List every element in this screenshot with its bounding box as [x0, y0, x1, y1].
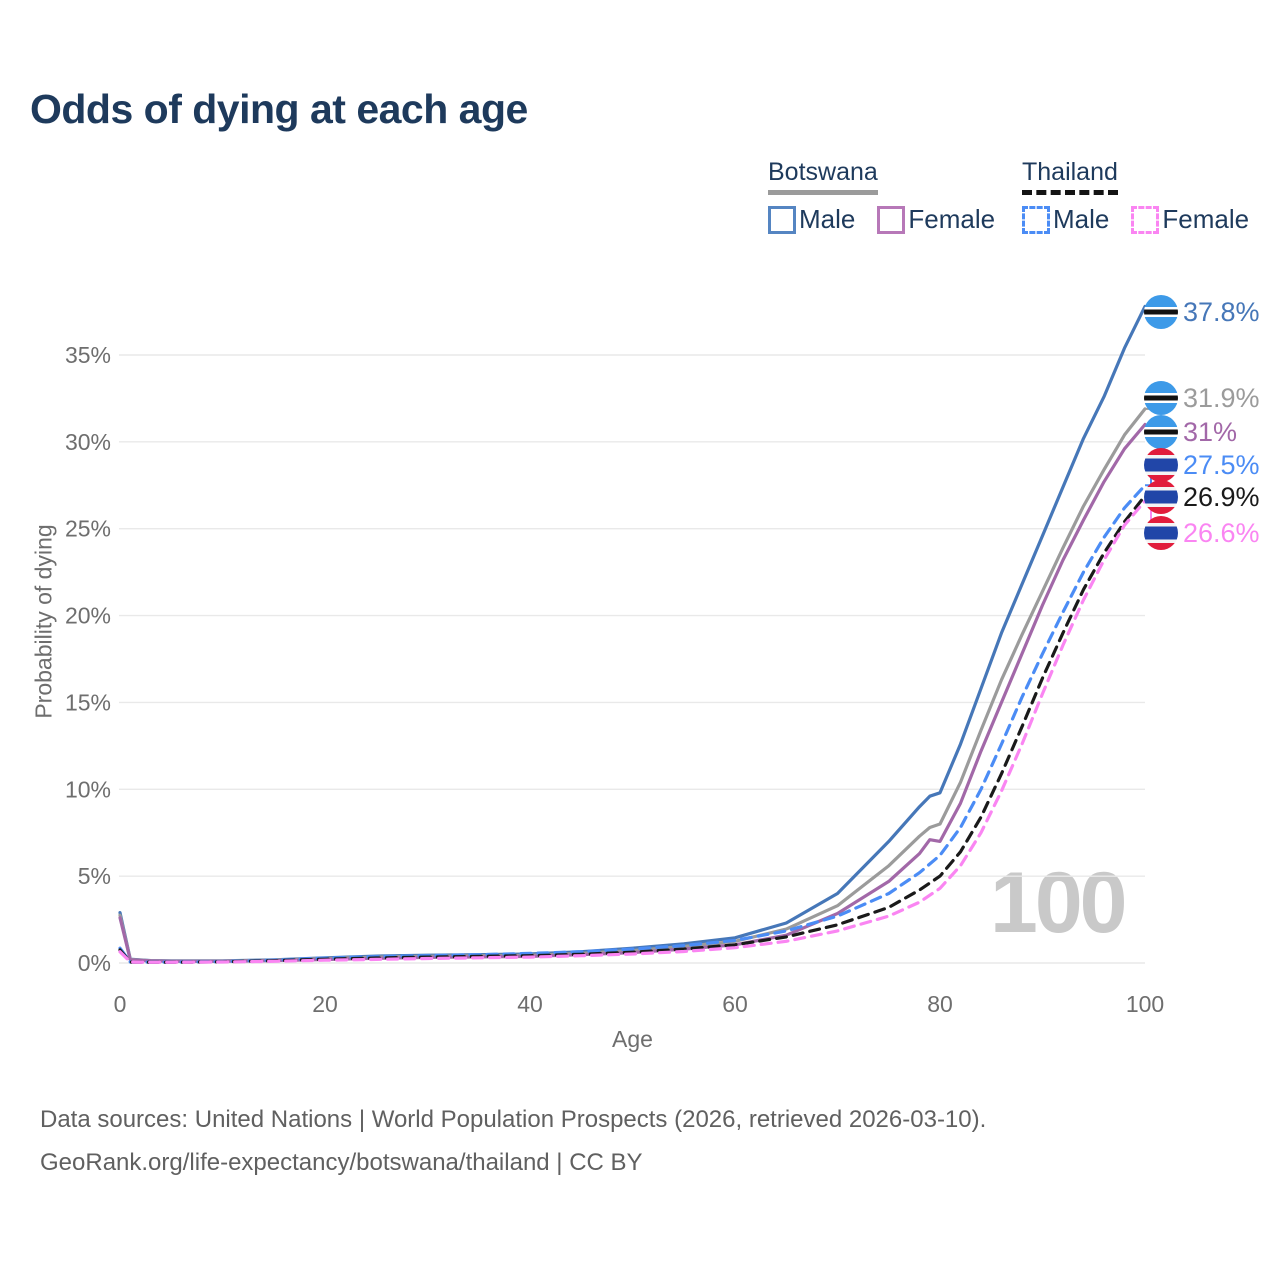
attribution-line: GeoRank.org/life-expectancy/botswana/tha…: [40, 1149, 643, 1176]
legend-item-thailand-female[interactable]: Female: [1131, 204, 1249, 235]
series-line-botswana-female[interactable]: [118, 422, 1147, 963]
legend-label: Female: [1162, 204, 1250, 234]
y-tick-label: 30%: [65, 429, 111, 455]
thailand-flag-icon: [1144, 516, 1178, 550]
end-label-thailand-combined: 26.9%: [1144, 480, 1260, 514]
y-tick-label: 20%: [65, 603, 111, 629]
end-label-botswana-female: 31%: [1144, 415, 1237, 449]
series-line-thailand-male[interactable]: [118, 483, 1147, 964]
botswana-flag-icon: [1144, 295, 1178, 329]
legend-country-thailand: Thailand: [1022, 158, 1118, 195]
legend-country-botswana: Botswana: [768, 158, 878, 195]
end-label-value: 37.8%: [1183, 296, 1260, 327]
x-axis-title: Age: [612, 1026, 653, 1052]
y-tick-label: 5%: [78, 863, 111, 889]
y-tick-label: 0%: [78, 950, 111, 976]
legend-label: Male: [799, 204, 856, 234]
hovered-age-watermark: 100: [990, 855, 1127, 951]
series-line-botswana-male[interactable]: [118, 304, 1147, 963]
thailand-flag-icon: [1144, 480, 1178, 514]
end-label-value: 27.5%: [1183, 449, 1260, 480]
end-label-thailand-female: 26.6%: [1144, 516, 1260, 550]
thailand-female-swatch-icon: [1131, 205, 1160, 234]
end-label-value: 26.9%: [1183, 481, 1260, 512]
legend-group-botswana: Botswana Male Female: [768, 158, 1017, 235]
x-tick-label: 100: [1126, 991, 1164, 1017]
y-tick-label: 35%: [65, 342, 111, 368]
x-tick-label: 60: [722, 991, 748, 1017]
y-tick-label: 25%: [65, 516, 111, 542]
data-source-line: Data sources: United Nations | World Pop…: [40, 1106, 987, 1133]
botswana-flag-icon: [1144, 381, 1178, 415]
end-label-value: 31.9%: [1183, 382, 1260, 413]
end-label-value: 31%: [1183, 416, 1238, 447]
x-tick-label: 0: [114, 991, 127, 1017]
legend-item-botswana-male[interactable]: Male: [768, 204, 855, 235]
footer: Data sources: United Nations | World Pop…: [40, 1098, 986, 1184]
botswana-female-swatch-icon: [877, 205, 906, 234]
legend-item-thailand-male[interactable]: Male: [1022, 204, 1109, 235]
page-title: Odds of dying at each age: [30, 86, 528, 132]
x-tick-label: 20: [312, 991, 338, 1017]
thailand-flag-icon: [1144, 448, 1178, 482]
x-tick-label: 40: [517, 991, 543, 1017]
legend-item-botswana-female[interactable]: Female: [877, 204, 995, 235]
legend-group-thailand: Thailand Male Female: [1022, 158, 1271, 235]
botswana-flag-icon: [1144, 415, 1178, 449]
end-label-thailand-male: 27.5%: [1144, 448, 1260, 482]
y-tick-label: 10%: [65, 776, 111, 802]
series-line-thailand-female[interactable]: [118, 499, 1147, 964]
end-label-botswana-combined: 31.9%: [1144, 381, 1260, 415]
y-tick-label: 15%: [65, 689, 111, 715]
thailand-male-swatch-icon: [1022, 205, 1050, 234]
end-label-value: 26.6%: [1183, 517, 1260, 548]
end-label-botswana-male: 37.8%: [1144, 295, 1260, 329]
botswana-male-swatch-icon: [768, 205, 796, 234]
legend-label: Male: [1053, 204, 1110, 234]
series-line-botswana-combined[interactable]: [118, 407, 1147, 963]
series-line-thailand-combined[interactable]: [118, 494, 1147, 964]
legend-label: Female: [908, 204, 996, 234]
x-tick-label: 80: [927, 991, 953, 1017]
